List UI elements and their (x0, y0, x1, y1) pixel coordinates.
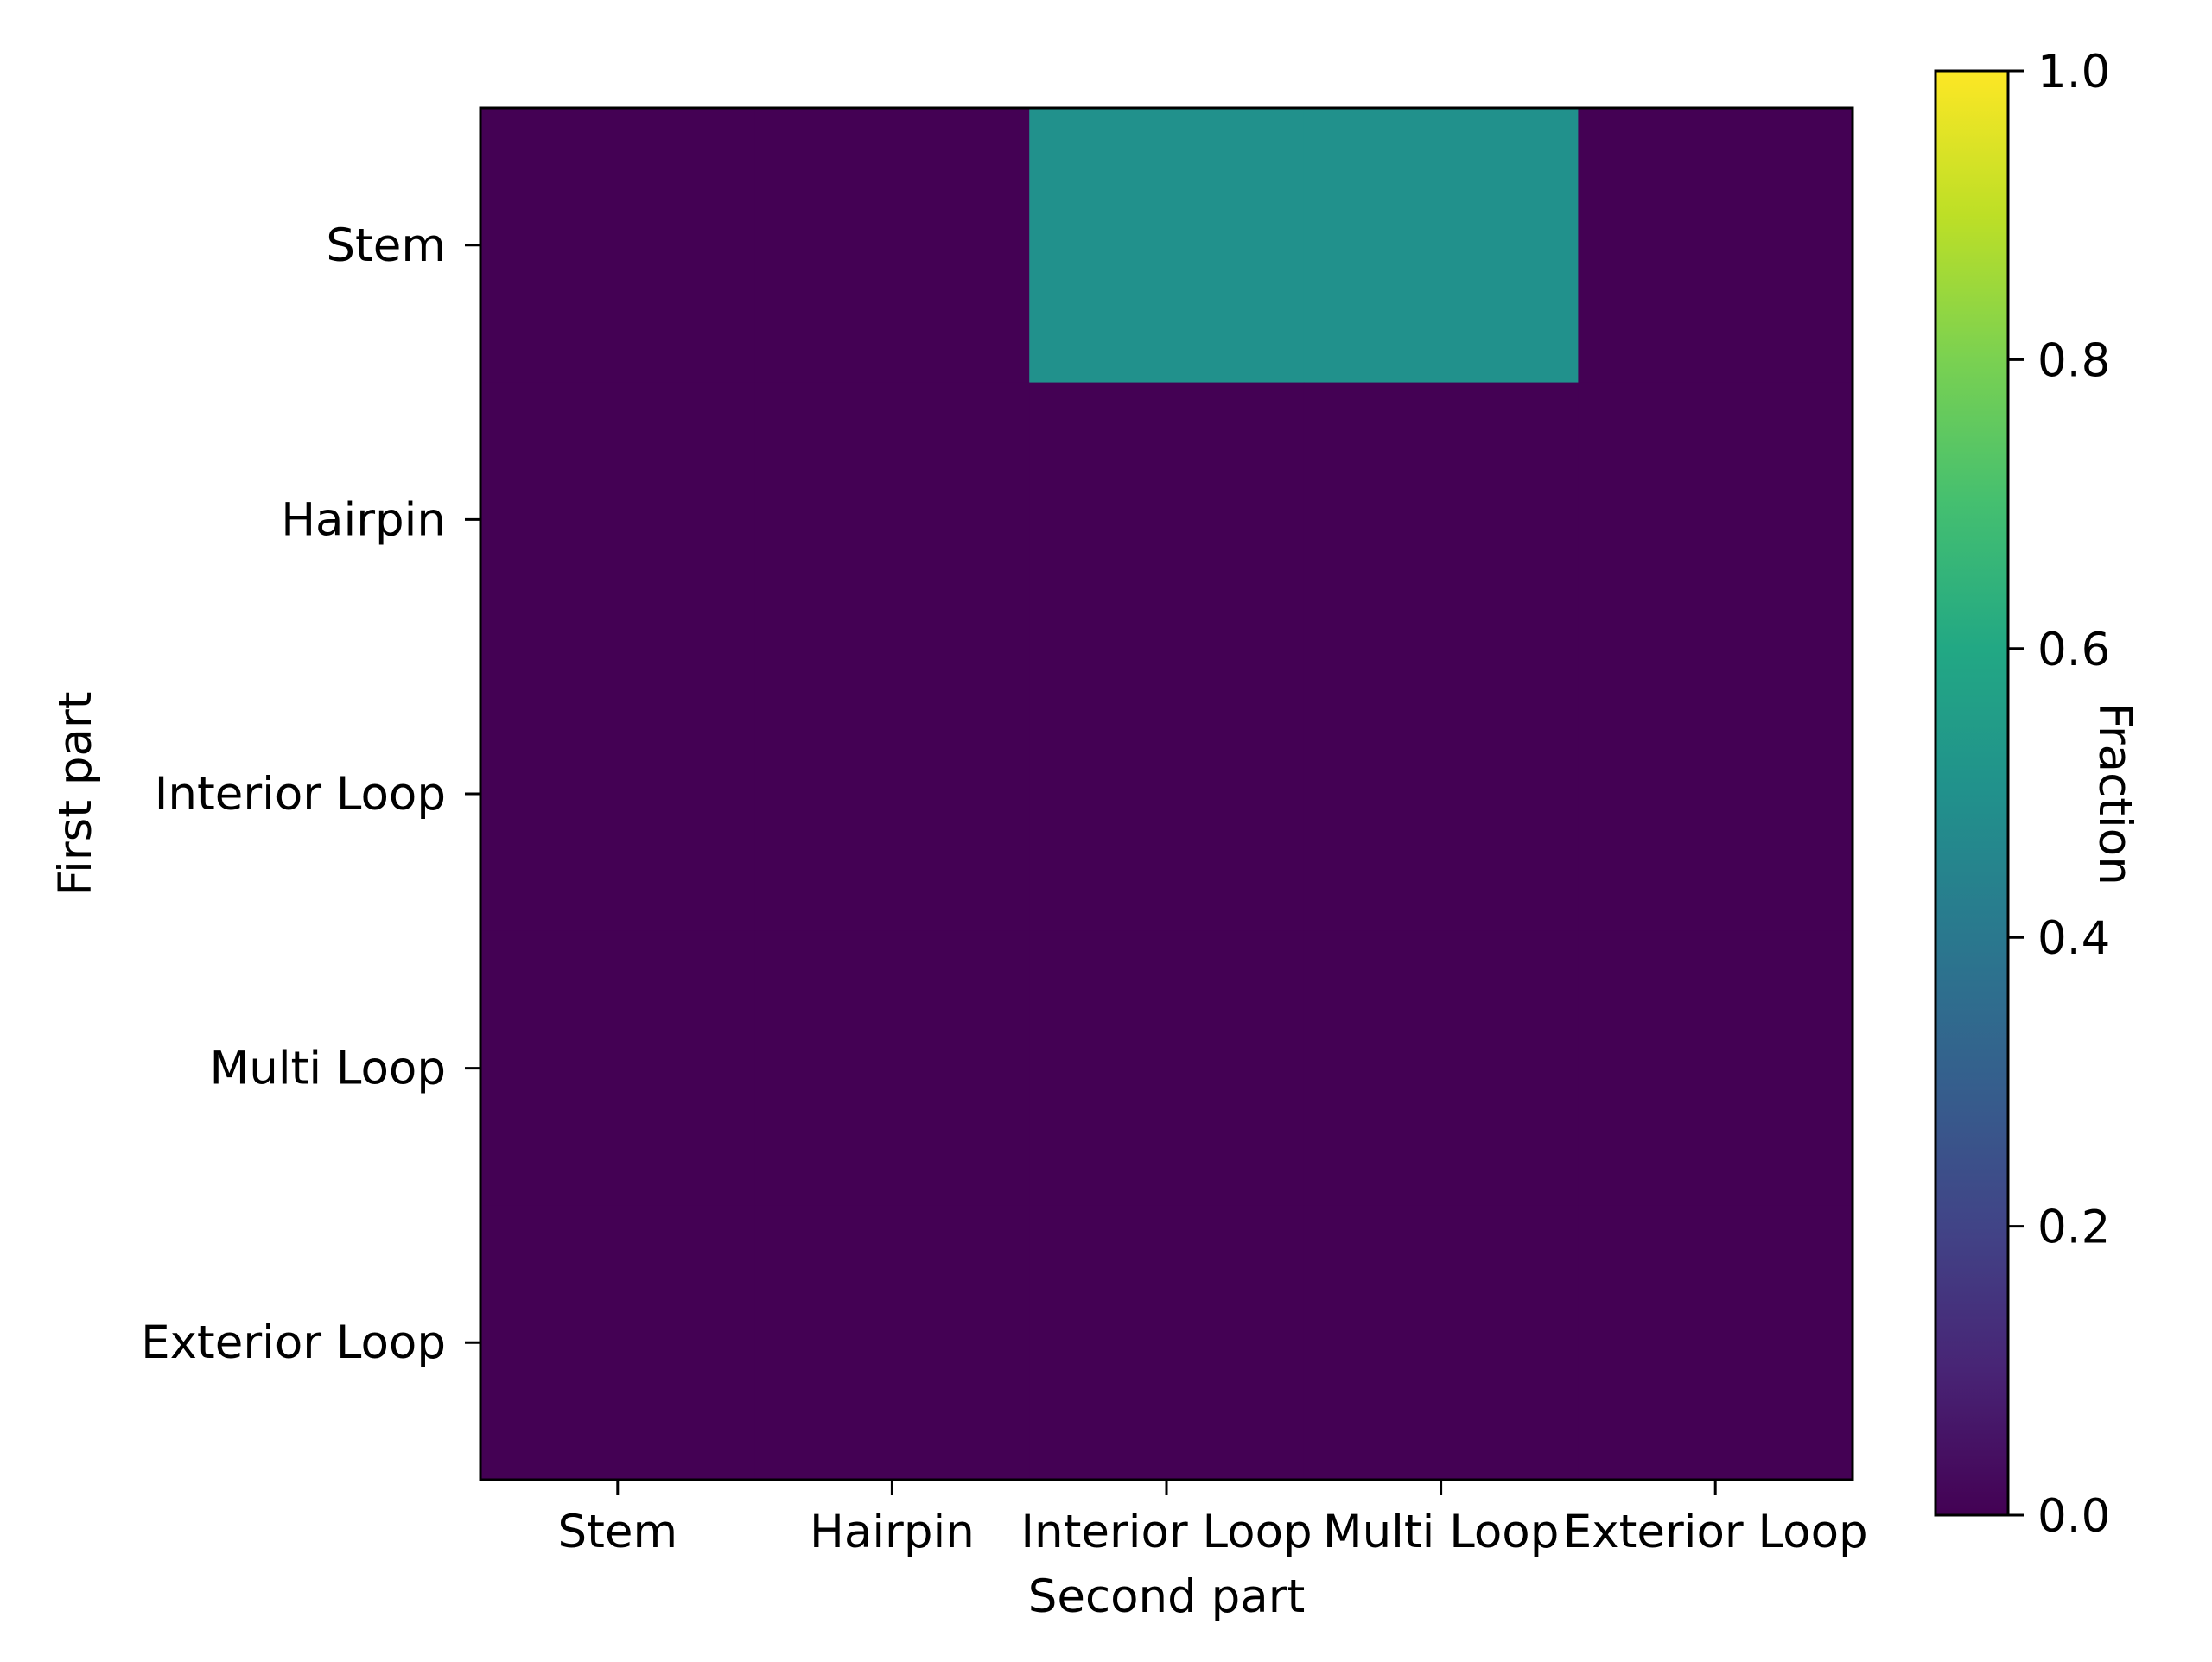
colorbar-tick-label: 0.0 (2037, 1490, 2110, 1543)
colorbar-tick-label: 0.6 (2037, 624, 2110, 676)
heatmap-cell (480, 657, 756, 932)
heatmap-cell (480, 382, 756, 657)
heatmap-cell (480, 1205, 756, 1481)
heatmap-cell (1578, 108, 1853, 384)
heatmap-cell (480, 108, 756, 384)
colorbar-label: Fraction (2088, 702, 2141, 885)
colorbar-ticks: 0.0 0.2 0.4 0.6 0.8 1.0 (2008, 46, 2110, 1543)
heatmap-cell (480, 930, 756, 1206)
heatmap-cell (1303, 1205, 1579, 1481)
colorbar-frame (1934, 69, 2010, 1517)
x-tick-label: Interior Loop (1020, 1506, 1312, 1558)
y-tick-label: Multi Loop (210, 1043, 447, 1095)
heatmap-cell (1029, 1205, 1305, 1481)
heatmap-cell (754, 382, 1030, 657)
x-tick-label: Stem (557, 1506, 677, 1558)
y-tick-label: Exterior Loop (141, 1316, 446, 1369)
heatmap-cell (1303, 657, 1579, 932)
heatmap-cells (480, 108, 1853, 1481)
heatmap-cell (1303, 108, 1579, 384)
heatmap-cell (1578, 382, 1853, 657)
heatmap-cell (1578, 657, 1853, 932)
colorbar-tick-label: 0.2 (2037, 1202, 2110, 1254)
heatmap-cell (1029, 382, 1305, 657)
heatmap-cell (1029, 108, 1305, 384)
y-tick-label: Stem (326, 219, 446, 272)
x-axis-ticks: Stem Hairpin Interior Loop Multi Loop Exteri… (557, 1480, 1868, 1558)
y-tick-label: Hairpin (281, 493, 446, 546)
heatmap-cell (754, 657, 1030, 932)
y-axis-label: First part (49, 691, 102, 896)
colorbar (1936, 71, 2008, 1515)
colorbar-tick-label: 0.4 (2037, 912, 2110, 965)
heatmap-cell (1029, 657, 1305, 932)
colorbar-tick-label: 0.8 (2037, 334, 2110, 387)
x-tick-label: Exterior Loop (1563, 1506, 1868, 1558)
heatmap-cell (754, 1205, 1030, 1481)
colorbar-tick-label: 1.0 (2037, 46, 2110, 98)
y-tick-label: Interior Loop (155, 768, 446, 821)
heatmap-cell (1303, 930, 1579, 1206)
heatmap-cell (754, 930, 1030, 1206)
x-tick-label: Hairpin (810, 1506, 975, 1558)
x-tick-label: Multi Loop (1323, 1506, 1560, 1558)
heatmap-cell (1303, 382, 1579, 657)
heatmap-cell (1029, 930, 1305, 1206)
y-axis-ticks: Stem Hairpin Interior Loop Multi Loop Exteri… (141, 219, 480, 1369)
x-axis-label: Second part (1028, 1570, 1306, 1623)
heatmap-cell (1578, 1205, 1853, 1481)
heatmap-cell (1578, 930, 1853, 1206)
heatmap-cell (754, 108, 1030, 384)
